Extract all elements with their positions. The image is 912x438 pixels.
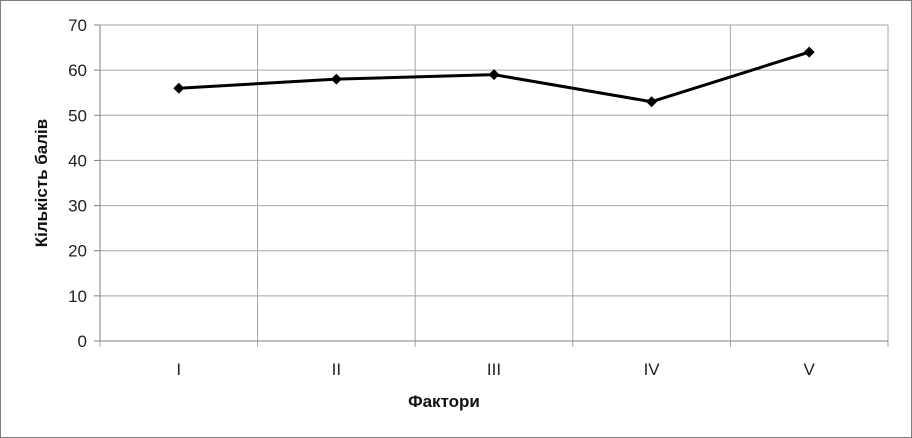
y-tick-label: 20	[68, 242, 87, 261]
y-tick-label: 70	[68, 16, 87, 35]
y-tick-label: 10	[68, 287, 87, 306]
y-tick-label: 60	[68, 61, 87, 80]
data-point-marker	[646, 96, 658, 108]
x-tick-label: II	[332, 360, 341, 379]
data-point-marker	[488, 69, 500, 81]
series	[173, 46, 815, 108]
x-axis-ticks: I II III IV V	[176, 360, 815, 379]
x-tick-label: I	[176, 360, 181, 379]
x-axis-title: Фактори	[408, 392, 480, 411]
y-tick-label: 30	[68, 197, 87, 216]
x-tick-label: III	[487, 360, 501, 379]
data-point-marker	[803, 46, 815, 58]
y-tick-label: 40	[68, 151, 87, 170]
data-point-marker	[173, 82, 185, 94]
data-point-marker	[330, 73, 342, 85]
y-tick-label: 0	[78, 332, 87, 351]
x-tick-label: V	[804, 360, 816, 379]
y-axis-ticks: 0 10 20 30 40 50 60 70	[68, 16, 87, 351]
y-axis-title: Кількість балів	[32, 119, 51, 247]
x-tick-label: IV	[644, 360, 661, 379]
y-tick-label: 50	[68, 106, 87, 125]
